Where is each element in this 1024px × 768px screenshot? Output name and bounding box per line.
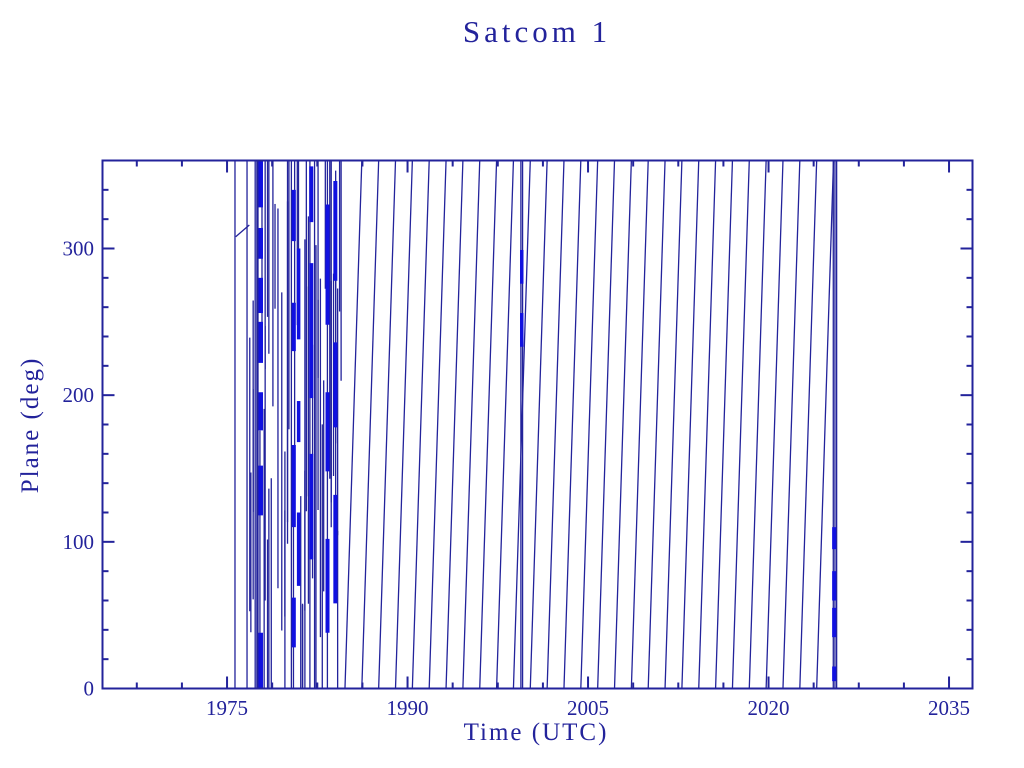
wrap-line: [428, 160, 447, 689]
wrap-line: [495, 160, 515, 689]
wrap-line: [529, 160, 548, 689]
axes-layer: 1975 1990 2005 2020 2035 0 100 200 300: [63, 159, 974, 720]
x-tick-label: 1975: [206, 696, 248, 720]
y-tick-label: 200: [63, 383, 95, 407]
y-tick-label: 300: [63, 237, 95, 261]
wrap-line: [647, 160, 666, 689]
wrap-line: [664, 160, 683, 689]
x-tick-label: 2005: [567, 696, 609, 720]
wrap-line: [782, 160, 801, 689]
wrap-line: [378, 160, 397, 689]
wrap-line: [698, 160, 717, 689]
wrap-line: [630, 160, 649, 689]
wrap-line: [799, 160, 818, 689]
wrap-line: [394, 160, 414, 689]
wrap-line: [411, 160, 430, 689]
wrap-line: [816, 160, 835, 689]
wrap-line: [681, 160, 700, 689]
wrap-line: [597, 160, 616, 689]
plot-frame: [101, 159, 974, 690]
wrap-line: [546, 160, 565, 689]
wrap-line: [512, 160, 531, 689]
x-tick-label: 2020: [748, 696, 790, 720]
wrap-line: [462, 160, 481, 689]
y-tick-label: 0: [84, 677, 95, 701]
wrap-line: [479, 160, 498, 689]
wrap-line: [731, 160, 750, 689]
wrap-line: [361, 160, 380, 689]
wrap-line: [765, 160, 784, 689]
wrap-line: [748, 160, 767, 689]
data-layer: [234, 160, 838, 689]
chart-title: Satcom 1: [462, 14, 612, 49]
wrap-line: [344, 160, 363, 689]
wrap-line: [580, 160, 599, 689]
x-tick-label: 2035: [928, 696, 970, 720]
wrap-line: [563, 160, 582, 689]
y-tick-label: 100: [63, 530, 95, 554]
wrap-line: [613, 160, 633, 689]
x-axis-title: Time (UTC): [463, 719, 609, 746]
wrap-line: [445, 160, 464, 689]
wrap-line: [714, 160, 734, 689]
x-tick-label: 1990: [387, 696, 429, 720]
